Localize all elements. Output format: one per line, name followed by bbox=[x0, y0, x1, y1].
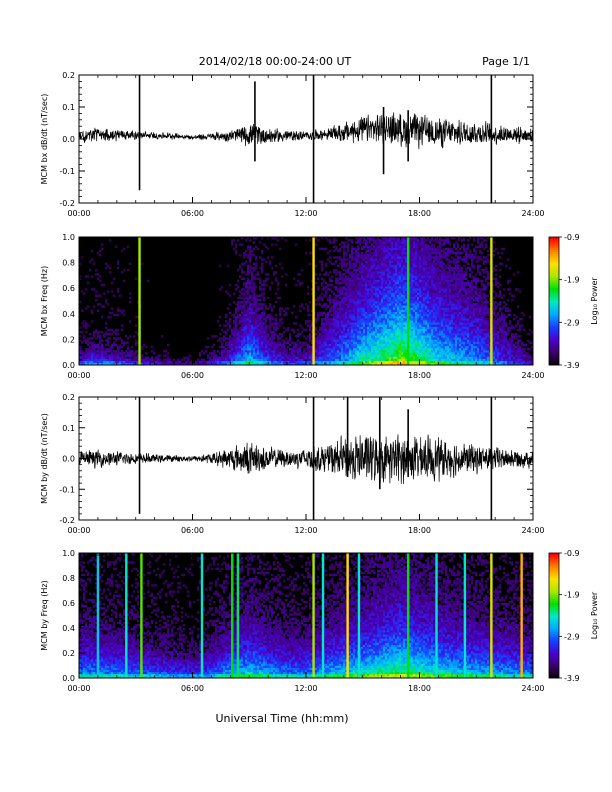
heatmap-stripe bbox=[406, 553, 410, 678]
heatmap-stripe bbox=[346, 553, 349, 678]
heatmap-stripe bbox=[490, 553, 493, 678]
y-axis-label: MCM bx dB/dt (nT/sec) bbox=[40, 94, 49, 185]
x-tick-label: 18:00 bbox=[408, 684, 431, 693]
heatmap-stripe bbox=[490, 237, 493, 365]
x-tick-label: 18:00 bbox=[408, 209, 431, 218]
y-tick-label: -0.2 bbox=[59, 516, 75, 525]
y-tick-label: 0.0 bbox=[62, 135, 75, 144]
x-tick-label: 12:00 bbox=[294, 526, 317, 535]
heatmap-stripe bbox=[312, 237, 315, 365]
colorbar-label: Log₁₀ Power bbox=[590, 277, 599, 325]
heatmap-stripe bbox=[125, 553, 128, 678]
trace-line bbox=[78, 434, 534, 484]
y-axis-label: MCM by dB/dt (nT/sec) bbox=[40, 413, 49, 504]
x-tick-label: 00:00 bbox=[67, 684, 90, 693]
y-tick-label: 0.8 bbox=[62, 259, 75, 268]
heatmap-stripe bbox=[140, 553, 143, 678]
colorbar: -0.9 -1.9 -2.9 -3.9 Log₁₀ Power bbox=[548, 549, 599, 683]
x-tick-label: 06:00 bbox=[181, 209, 204, 218]
colorbar-tick-label: -0.9 bbox=[564, 549, 580, 558]
heatmap-stripe bbox=[138, 237, 141, 365]
x-tick-label: 18:00 bbox=[408, 526, 431, 535]
x-tick-label: 06:00 bbox=[181, 684, 204, 693]
trace-line bbox=[78, 112, 534, 150]
y-tick-label: 0.0 bbox=[62, 455, 75, 464]
heatmap-cells bbox=[79, 553, 534, 679]
heatmap-cells bbox=[79, 237, 534, 366]
y-tick-label: 0.0 bbox=[62, 361, 75, 370]
x-tick-label: 06:00 bbox=[181, 526, 204, 535]
x-tick-label: 12:00 bbox=[294, 684, 317, 693]
colorbar-tick-label: -1.9 bbox=[564, 591, 580, 600]
y-axis-label: MCM by Freq (Hz) bbox=[40, 580, 49, 650]
y-tick-label: 1.0 bbox=[62, 549, 75, 558]
colorbar-label: Log₁₀ Power bbox=[590, 591, 599, 639]
panels: 0.20.10.0-0.1-0.200:00 06:00 12:00 18:00 24:… bbox=[40, 71, 599, 693]
heatmap-stripe bbox=[96, 553, 100, 678]
y-tick-label: 0.2 bbox=[62, 393, 75, 402]
x-tick-label: 24:00 bbox=[521, 371, 544, 380]
y-tick-label: 0.8 bbox=[62, 574, 75, 583]
panel-1: 0.2 0.1 0.0 -0.1 -0.200:00 06:00 12:00 18:00 24:… bbox=[40, 71, 545, 218]
x-axis-label: Universal Time (hh:mm) bbox=[216, 712, 349, 725]
page-indicator: Page 1/1 bbox=[482, 55, 530, 68]
heatmap-stripe bbox=[312, 553, 315, 678]
heatmap-stripe bbox=[406, 237, 410, 365]
heatmap-stripe bbox=[231, 553, 234, 678]
y-tick-label: 0.4 bbox=[62, 624, 75, 633]
x-tick-label: 24:00 bbox=[521, 684, 544, 693]
colorbar-tick-label: -3.9 bbox=[564, 674, 580, 683]
heatmap-stripe bbox=[321, 553, 325, 678]
y-tick-label: -0.1 bbox=[59, 167, 75, 176]
heatmap-stripe bbox=[236, 553, 240, 678]
y-tick-label: 0.2 bbox=[62, 71, 75, 80]
y-tick-label: 0.2 bbox=[62, 649, 75, 658]
y-tick-label: 0.6 bbox=[62, 284, 75, 293]
y-tick-label: 0.2 bbox=[62, 335, 75, 344]
heatmap-stripe bbox=[435, 553, 438, 678]
colorbar: -0.9 -1.9 -2.9 -3.9 Log₁₀ Power bbox=[548, 233, 599, 370]
y-tick-label: 1.0 bbox=[62, 233, 75, 242]
x-tick-label: 12:00 bbox=[294, 209, 317, 218]
x-tick-label: 18:00 bbox=[408, 371, 431, 380]
heatmap-stripe bbox=[463, 553, 467, 678]
x-tick-label: 06:00 bbox=[181, 371, 204, 380]
y-tick-label: 0.1 bbox=[62, 424, 75, 433]
y-tick-label: -0.1 bbox=[59, 485, 75, 494]
heatmap-stripe bbox=[520, 553, 523, 678]
y-tick-label: 0.1 bbox=[62, 103, 75, 112]
heatmap-stripe bbox=[357, 553, 361, 678]
colorbar-tick-label: -2.9 bbox=[564, 632, 580, 641]
colorbar-tick-label: -3.9 bbox=[564, 361, 580, 370]
y-axis-label: MCM bx Freq (Hz) bbox=[40, 266, 49, 336]
colorbar-tick-label: -2.9 bbox=[564, 318, 580, 327]
panel-3: 0.2 0.1 0.0 -0.1 -0.200:00 06:00 12:00 18:00 24:… bbox=[40, 393, 545, 535]
y-tick-label: 0.0 bbox=[62, 674, 75, 683]
heatmap-stripe bbox=[200, 553, 204, 678]
x-tick-label: 00:00 bbox=[67, 371, 90, 380]
x-tick-label: 00:00 bbox=[67, 209, 90, 218]
y-tick-label: 0.6 bbox=[62, 599, 75, 608]
plot-title: 2014/02/18 00:00-24:00 UT bbox=[199, 55, 352, 68]
x-tick-label: 00:00 bbox=[67, 526, 90, 535]
x-tick-label: 24:00 bbox=[521, 209, 544, 218]
panel-4: 1.0 0.8 0.6 0.4 0.2 0.000:00 06:00 12:00 18:00 24… bbox=[40, 549, 599, 693]
x-tick-label: 12:00 bbox=[294, 371, 317, 380]
colorbar-tick-label: -1.9 bbox=[564, 276, 580, 285]
y-tick-label: 0.4 bbox=[62, 310, 75, 319]
x-tick-label: 24:00 bbox=[521, 526, 544, 535]
colorbar-tick-label: -0.9 bbox=[564, 233, 580, 242]
y-tick-label: -0.2 bbox=[59, 199, 75, 208]
panel-2: 1.0 0.8 0.6 0.4 0.2 0.000:00 06:00 12:00 18:00 24… bbox=[40, 233, 599, 380]
